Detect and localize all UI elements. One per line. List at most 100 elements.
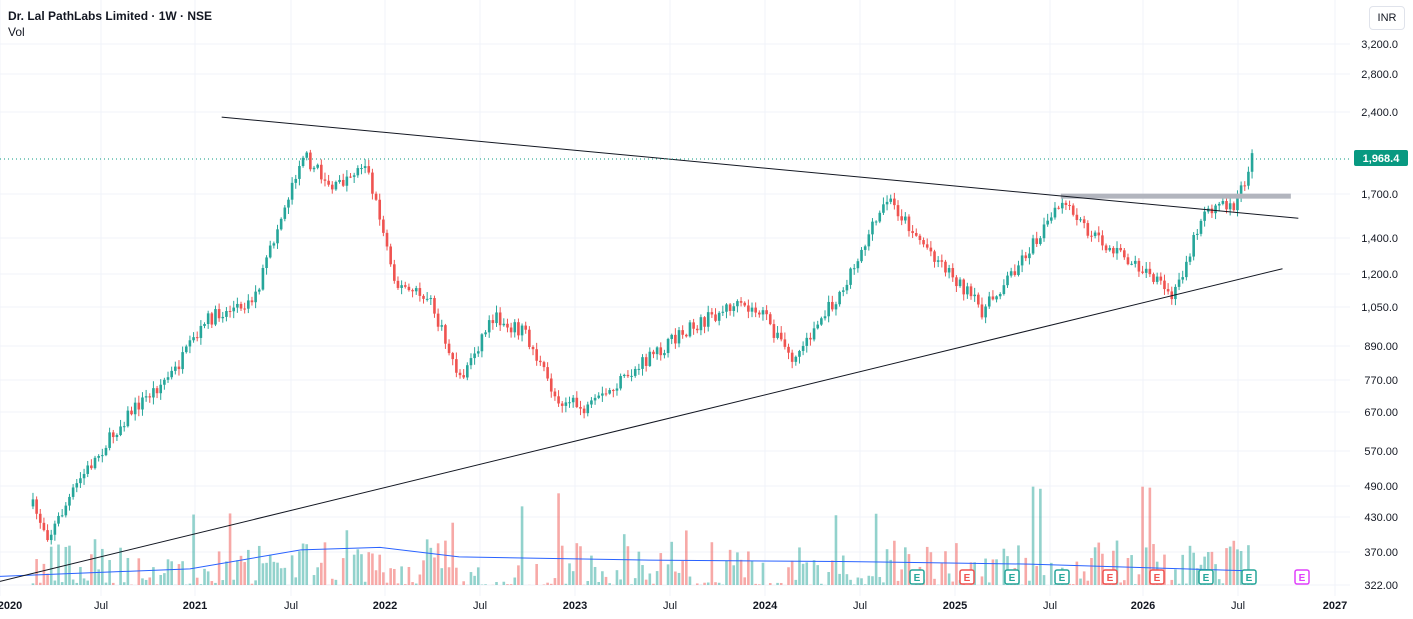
candle-body bbox=[1133, 260, 1137, 264]
volume-bar bbox=[674, 571, 677, 585]
earnings-marker[interactable]: E bbox=[909, 569, 925, 585]
candle-body bbox=[597, 395, 601, 398]
candle-body bbox=[250, 300, 254, 303]
candle-body bbox=[1031, 238, 1035, 254]
candle-body bbox=[677, 330, 681, 344]
candle-body bbox=[206, 313, 210, 325]
volume-bar bbox=[856, 577, 860, 585]
volume-bar bbox=[878, 576, 882, 585]
time-axis-label: 2025 bbox=[943, 600, 967, 612]
candle-body bbox=[1144, 268, 1148, 273]
candle-body bbox=[382, 219, 385, 233]
candle-body bbox=[97, 456, 100, 458]
volume-bar bbox=[732, 565, 736, 585]
candle-body bbox=[1221, 201, 1225, 204]
candle-body bbox=[666, 338, 670, 354]
candle-body bbox=[557, 396, 560, 404]
volume-bar bbox=[144, 579, 148, 585]
earnings-marker[interactable]: E bbox=[1241, 569, 1257, 585]
candle-body bbox=[447, 343, 451, 354]
volume-bar bbox=[225, 561, 228, 585]
candle-body bbox=[429, 298, 433, 300]
volume-bar bbox=[447, 567, 451, 585]
candle-body bbox=[170, 370, 173, 378]
candle-body bbox=[801, 345, 805, 351]
volume-bar bbox=[641, 565, 644, 585]
candle-body bbox=[571, 397, 575, 403]
volume-bar bbox=[104, 582, 108, 585]
volume-bar bbox=[378, 554, 382, 585]
trendlines[interactable] bbox=[0, 116, 1299, 582]
candle-body bbox=[831, 301, 834, 310]
candle-body bbox=[159, 384, 163, 394]
earnings-marker[interactable]: E bbox=[1004, 569, 1020, 585]
volume-bar bbox=[980, 576, 984, 585]
earnings-marker[interactable]: E bbox=[1149, 569, 1165, 585]
candle-body bbox=[422, 295, 425, 299]
candle-body bbox=[925, 244, 929, 248]
candle-body bbox=[469, 358, 473, 366]
volume-bar bbox=[831, 560, 834, 585]
candle-body bbox=[933, 251, 936, 262]
earnings-marker[interactable]: E bbox=[1102, 569, 1118, 585]
candle-body bbox=[834, 304, 838, 310]
volume-bar bbox=[929, 552, 933, 585]
volume-indicator-label: Vol bbox=[8, 25, 25, 39]
candle-body bbox=[517, 322, 520, 336]
candle-body bbox=[914, 233, 918, 236]
volume-bar bbox=[163, 573, 166, 585]
candle-body bbox=[590, 400, 593, 405]
candle-body bbox=[695, 328, 699, 331]
volume-bar bbox=[652, 583, 655, 585]
candle-body bbox=[721, 311, 725, 313]
candle-body bbox=[57, 515, 60, 524]
volume-bar bbox=[955, 543, 958, 585]
volume-bar bbox=[1137, 574, 1141, 585]
candle-body bbox=[743, 302, 747, 306]
volume-bar bbox=[462, 581, 465, 585]
volume-bar bbox=[951, 581, 955, 585]
earnings-marker[interactable]: E bbox=[959, 569, 975, 585]
candle-body bbox=[1035, 238, 1039, 244]
candle-body bbox=[549, 378, 553, 392]
candle-body bbox=[356, 168, 360, 176]
price-axis-label: 1,700.0 bbox=[1361, 189, 1398, 201]
earnings-marker[interactable]: E bbox=[1054, 569, 1070, 585]
volume-bar bbox=[608, 583, 611, 585]
candle-body bbox=[1013, 271, 1017, 276]
candle-body bbox=[272, 243, 276, 246]
currency-button[interactable]: INR bbox=[1369, 6, 1405, 30]
volume-bar bbox=[1130, 555, 1133, 585]
candle-body bbox=[1163, 280, 1166, 290]
candle-body bbox=[987, 296, 991, 307]
candle-body bbox=[1174, 286, 1177, 300]
candle-body bbox=[1057, 207, 1060, 209]
volume-bar bbox=[1079, 578, 1082, 585]
earnings-marker[interactable]: E bbox=[1198, 569, 1214, 585]
volume-bar bbox=[1028, 580, 1031, 585]
volume-bar bbox=[1148, 487, 1152, 585]
earnings-label: E bbox=[1009, 573, 1016, 584]
candle-body bbox=[1071, 205, 1075, 215]
earnings-marker[interactable]: E bbox=[1294, 569, 1310, 585]
candle-body bbox=[82, 473, 86, 479]
volume-bar bbox=[714, 582, 717, 585]
price-axis-label: 890.00 bbox=[1364, 341, 1398, 353]
volume-bar bbox=[695, 583, 699, 585]
volume-bar bbox=[659, 553, 663, 585]
volume-bar bbox=[586, 581, 590, 585]
volume-bar bbox=[947, 573, 951, 585]
candle-body bbox=[542, 362, 546, 368]
time-axis-label: Jul bbox=[473, 600, 487, 612]
volume-bar bbox=[71, 579, 75, 585]
volume-bar bbox=[38, 582, 42, 585]
candle-body bbox=[513, 322, 517, 333]
price-axis[interactable]: 3,200.0 2,800.0 2,400.0 1,700.0 1,400.0 1,200… bbox=[1361, 39, 1398, 592]
candle-body bbox=[338, 179, 341, 182]
volume-bar bbox=[1101, 553, 1104, 585]
candle-body bbox=[820, 318, 823, 325]
candle-body bbox=[327, 180, 330, 185]
time-axis[interactable]: 2020 Jul 2021 Jul 2022 Jul 2023 Jul 2024 Jul 2025 J… bbox=[0, 600, 1347, 612]
